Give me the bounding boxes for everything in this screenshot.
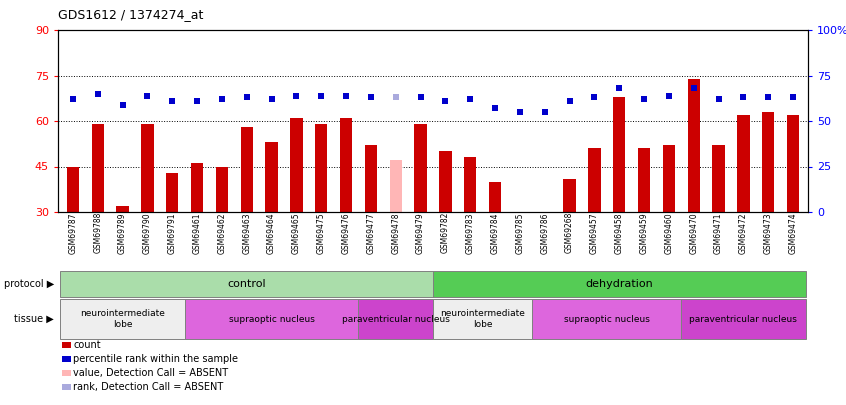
Text: GSM69475: GSM69475 [316, 212, 326, 254]
Text: tissue ▶: tissue ▶ [14, 314, 54, 324]
Bar [141, 124, 154, 212]
Bar [539, 212, 551, 233]
Bar [67, 166, 80, 212]
Text: GSM69472: GSM69472 [739, 212, 748, 254]
Text: paraventricular nucleus: paraventricular nucleus [342, 315, 450, 324]
Text: GDS1612 / 1374274_at: GDS1612 / 1374274_at [58, 8, 203, 21]
Text: GSM69785: GSM69785 [515, 212, 525, 254]
Text: GSM69465: GSM69465 [292, 212, 301, 254]
Bar [681, 299, 805, 339]
Bar [662, 145, 675, 212]
Bar [489, 182, 502, 212]
Bar [340, 118, 352, 212]
Text: control: control [228, 279, 266, 289]
Text: GSM69477: GSM69477 [366, 212, 376, 254]
Bar [415, 124, 426, 212]
Text: GSM69478: GSM69478 [391, 212, 400, 254]
Text: GSM69787: GSM69787 [69, 212, 77, 254]
Bar [737, 115, 750, 212]
Bar [216, 166, 228, 212]
Text: GSM69786: GSM69786 [541, 212, 549, 254]
Text: GSM69474: GSM69474 [788, 212, 798, 254]
Text: dehydration: dehydration [585, 279, 653, 289]
Text: GSM69790: GSM69790 [143, 212, 152, 254]
Bar [359, 299, 433, 339]
Text: GSM69458: GSM69458 [615, 212, 624, 254]
Bar [688, 79, 700, 212]
Text: GSM69461: GSM69461 [193, 212, 201, 254]
Bar [166, 173, 179, 212]
Text: GSM69782: GSM69782 [441, 212, 450, 254]
Bar [117, 206, 129, 212]
Text: GSM69476: GSM69476 [342, 212, 350, 254]
Text: GSM69459: GSM69459 [640, 212, 649, 254]
Bar [762, 112, 774, 212]
Text: GSM69268: GSM69268 [565, 212, 574, 254]
Text: value, Detection Call = ABSENT: value, Detection Call = ABSENT [74, 368, 228, 378]
Text: GSM69473: GSM69473 [764, 212, 772, 254]
Text: GSM69460: GSM69460 [664, 212, 673, 254]
Bar [60, 299, 184, 339]
Text: supraoptic nucleus: supraoptic nucleus [228, 315, 315, 324]
Bar [464, 158, 476, 212]
Bar [712, 145, 725, 212]
Text: neurointermediate
lobe: neurointermediate lobe [80, 309, 165, 329]
Text: GSM69784: GSM69784 [491, 212, 500, 254]
Bar [91, 124, 104, 212]
Bar [266, 142, 277, 212]
Text: GSM69463: GSM69463 [242, 212, 251, 254]
Bar [532, 299, 681, 339]
Text: paraventricular nucleus: paraventricular nucleus [689, 315, 798, 324]
Text: GSM69457: GSM69457 [590, 212, 599, 254]
Text: GSM69462: GSM69462 [217, 212, 227, 254]
Bar [613, 97, 625, 212]
Text: GSM69788: GSM69788 [93, 212, 102, 254]
Text: GSM69789: GSM69789 [118, 212, 127, 254]
Bar [60, 271, 433, 297]
Text: supraoptic nucleus: supraoptic nucleus [564, 315, 650, 324]
Text: neurointermediate
lobe: neurointermediate lobe [440, 309, 525, 329]
Bar [787, 115, 799, 212]
Bar [514, 212, 526, 236]
Bar [365, 145, 377, 212]
Text: GSM69470: GSM69470 [689, 212, 698, 254]
Bar [439, 151, 452, 212]
Bar [588, 148, 601, 212]
Bar [433, 271, 805, 297]
Bar [315, 124, 327, 212]
Bar [240, 127, 253, 212]
Bar [191, 164, 203, 212]
Text: GSM69464: GSM69464 [267, 212, 276, 254]
Bar [563, 179, 576, 212]
Text: percentile rank within the sample: percentile rank within the sample [74, 354, 239, 364]
Text: rank, Detection Call = ABSENT: rank, Detection Call = ABSENT [74, 382, 223, 392]
Text: GSM69471: GSM69471 [714, 212, 723, 254]
Bar [184, 299, 359, 339]
Text: GSM69791: GSM69791 [168, 212, 177, 254]
Bar [389, 160, 402, 212]
Text: GSM69783: GSM69783 [466, 212, 475, 254]
Bar [638, 148, 651, 212]
Text: count: count [74, 340, 101, 350]
Bar [433, 299, 532, 339]
Text: protocol ▶: protocol ▶ [3, 279, 54, 289]
Bar [290, 118, 303, 212]
Text: GSM69479: GSM69479 [416, 212, 425, 254]
